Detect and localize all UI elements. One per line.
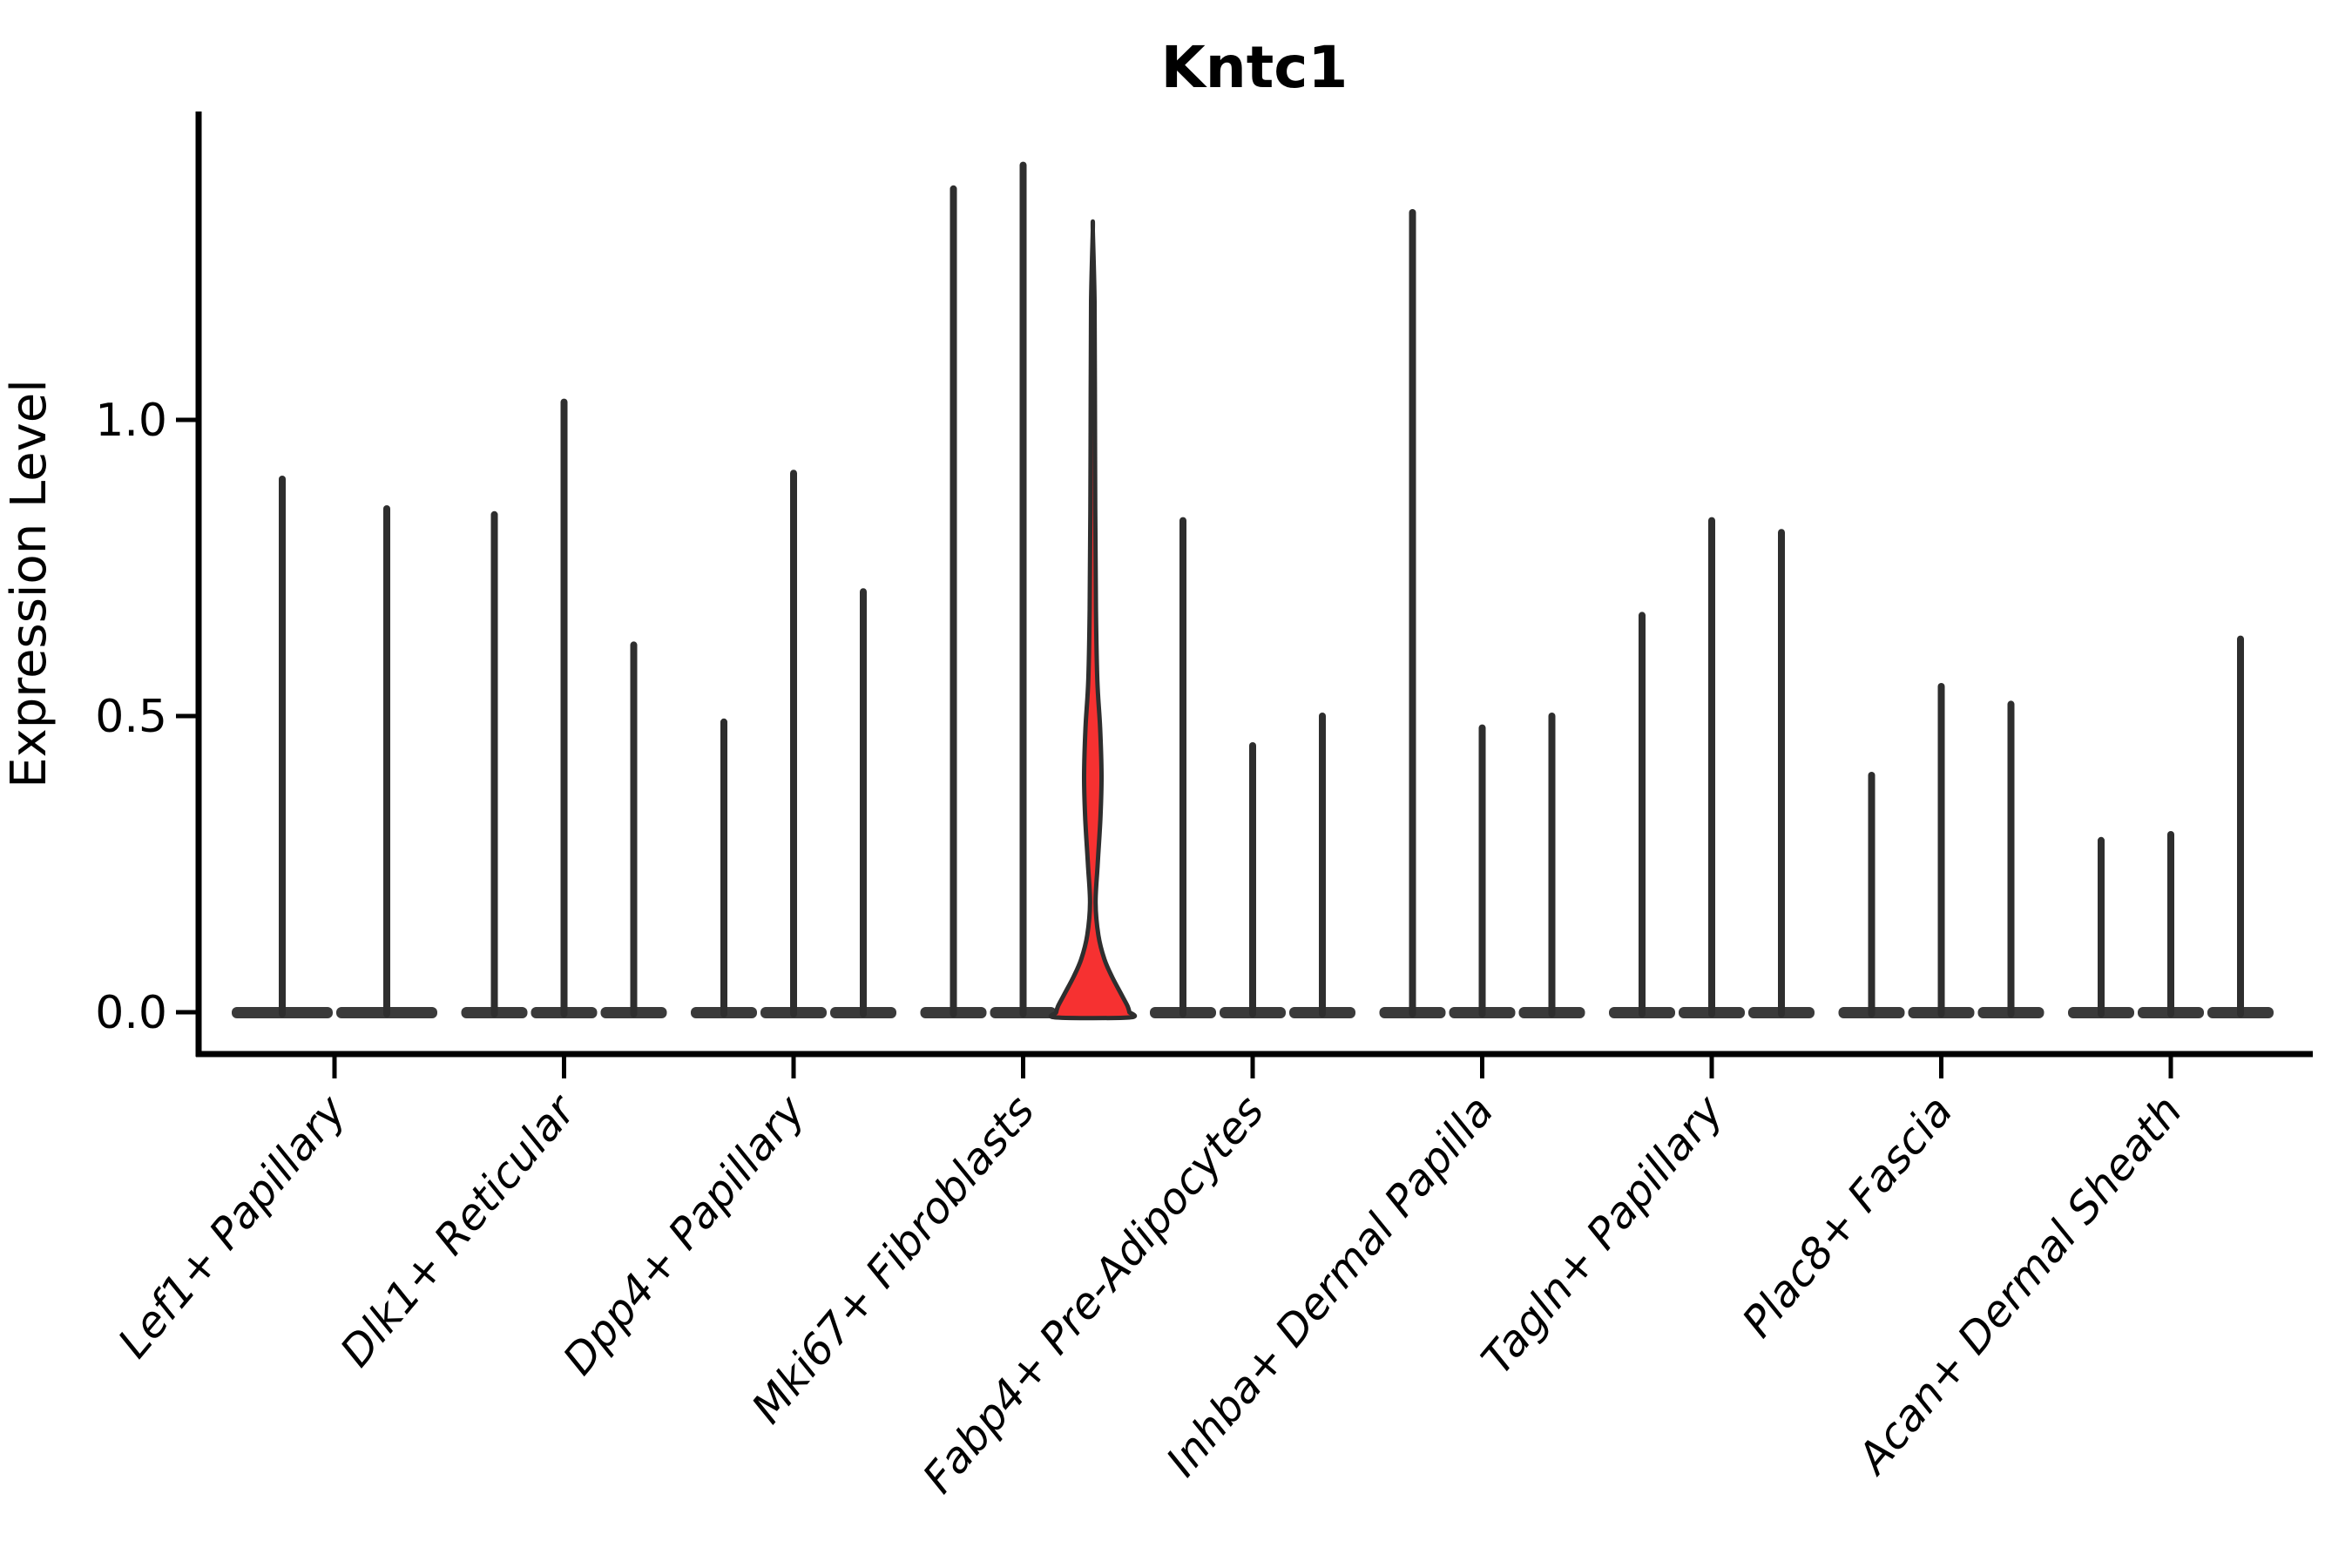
y-tick-label: 0.5 bbox=[95, 691, 167, 743]
violin-group bbox=[691, 470, 896, 1018]
violin-group bbox=[1838, 683, 2044, 1018]
violin-group bbox=[1609, 517, 1815, 1018]
violin-group bbox=[232, 476, 437, 1018]
violin-group bbox=[461, 398, 667, 1018]
violin-group bbox=[1150, 517, 1355, 1018]
y-axis-label: Expression Level bbox=[1, 379, 57, 788]
violin-group bbox=[920, 161, 1138, 1021]
axes-layer bbox=[176, 112, 2313, 1078]
y-tick-label: 0.0 bbox=[95, 987, 167, 1039]
violin-group bbox=[2068, 635, 2274, 1018]
chart-title: Kntc1 bbox=[1161, 34, 1348, 101]
x-tick-label: Plac8+ Fascia bbox=[1733, 1086, 1963, 1347]
violins-layer bbox=[232, 161, 2274, 1021]
x-tick-label: Tagln+ Papillary bbox=[1472, 1085, 1734, 1383]
x-tick-label: Dpp4+ Papillary bbox=[553, 1085, 814, 1384]
x-tick-label: Lef1+ Papillary bbox=[109, 1085, 356, 1367]
x-tick-label: Dlk1+ Reticular bbox=[331, 1085, 587, 1376]
y-tick-label: 1.0 bbox=[95, 395, 167, 447]
highlighted-violin bbox=[1048, 219, 1138, 1021]
violin-group bbox=[1379, 209, 1585, 1018]
